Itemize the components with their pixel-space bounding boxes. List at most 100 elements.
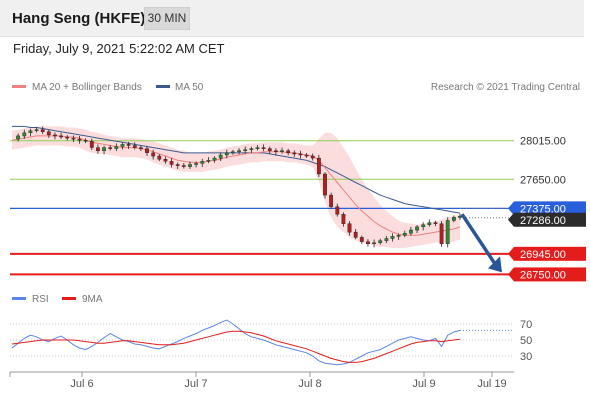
- candle-body: [34, 129, 39, 131]
- level-label-support: 26945.00: [520, 249, 566, 261]
- timeframe-button[interactable]: 30 MIN: [144, 7, 190, 30]
- candle-body: [341, 213, 346, 224]
- candle-body: [114, 146, 119, 149]
- chart-title: Hang Seng (HKFE): [12, 10, 146, 27]
- chart-datetime: Friday, July 9, 2021 5:22:02 AM CET: [13, 41, 225, 56]
- candle-body: [206, 160, 211, 162]
- rsi-legend-swatch: [12, 297, 26, 300]
- candle-body: [396, 235, 401, 237]
- ma20-legend-swatch: [12, 85, 26, 88]
- bollinger-band-fill: [12, 126, 460, 248]
- candle-body: [212, 157, 217, 161]
- rsi-line: [11, 319, 461, 366]
- candle-body: [329, 194, 333, 207]
- level-label-pointer: [508, 267, 514, 282]
- candle-body: [77, 138, 82, 141]
- level-label-last: 27286.00: [520, 215, 566, 227]
- level-label-pointer: [508, 212, 514, 227]
- candle-body: [415, 226, 419, 231]
- level-label-pivot: 27375.00: [520, 203, 566, 215]
- candle-body: [274, 150, 278, 152]
- level-label-resistance: 28015.00: [520, 136, 566, 148]
- rsi-ma-line: [11, 330, 461, 363]
- candle-body: [366, 241, 370, 244]
- candle-body: [347, 223, 352, 233]
- candle-body: [390, 236, 395, 239]
- level-label-box: [514, 212, 586, 227]
- candle-body: [126, 144, 131, 146]
- candle-body: [409, 229, 413, 234]
- candle-body: [102, 147, 107, 152]
- candle-body: [402, 232, 407, 236]
- candle-body: [200, 161, 205, 164]
- research-credit: Research © 2021 Trading Central: [431, 82, 580, 93]
- ma20-legend-label: MA 20 + Bollinger Bands: [32, 82, 142, 93]
- candle-body: [237, 150, 241, 152]
- candle-body: [108, 147, 113, 149]
- candle-body: [427, 222, 432, 225]
- candle-body: [53, 134, 57, 137]
- rsi-tick-label: 70: [520, 319, 532, 331]
- candle-body: [83, 139, 88, 142]
- level-label-box: [514, 201, 586, 216]
- time-tick-label: Jul 7: [184, 378, 207, 390]
- time-tick-label: Jul 8: [298, 378, 321, 390]
- rsi-ma-legend-label: 9MA: [82, 294, 103, 305]
- candle-body: [317, 157, 321, 175]
- candle-body: [65, 136, 70, 139]
- scenario-arrow: [460, 213, 498, 267]
- candle-body: [138, 147, 143, 149]
- candle-body: [16, 135, 20, 140]
- level-label-resistance: 27650.00: [520, 174, 566, 186]
- candle-body: [243, 149, 248, 151]
- ma50-line: [12, 125, 461, 214]
- candle-body: [433, 222, 438, 224]
- candle-body: [384, 238, 389, 241]
- candle-body: [249, 148, 254, 150]
- candle-body: [22, 132, 27, 137]
- candle-body: [280, 150, 284, 152]
- candle-body: [89, 140, 94, 148]
- rsi-tick-label: 30: [520, 351, 532, 363]
- candle-body: [95, 147, 100, 152]
- candle-body: [181, 165, 186, 167]
- candle-body: [71, 137, 76, 140]
- candle-body: [292, 152, 297, 155]
- candle-body: [261, 147, 266, 149]
- level-label-box: [514, 246, 586, 261]
- candle-body: [151, 152, 156, 157]
- level-label-pointer: [508, 201, 514, 216]
- candle-body: [224, 152, 229, 156]
- level-label-box: [514, 267, 586, 282]
- candle-body: [46, 131, 51, 136]
- rsi-legend-label: RSI: [32, 294, 49, 305]
- candle-body: [378, 240, 383, 243]
- time-tick-label: Jul 6: [70, 378, 93, 390]
- candle-body: [188, 164, 192, 167]
- candle-body: [157, 155, 162, 160]
- candle-body: [267, 148, 272, 151]
- candle-body: [335, 206, 340, 215]
- chart-header: Hang Seng (HKFE) 30 MIN: [0, 0, 584, 37]
- candle-body: [230, 151, 235, 154]
- candle-body: [218, 154, 223, 159]
- candle-body: [353, 231, 358, 238]
- ma50-legend-label: MA 50: [175, 82, 204, 93]
- scenario-arrow-head: [488, 256, 502, 273]
- candle-body: [28, 130, 33, 133]
- candle-body: [439, 223, 444, 244]
- candle-body: [421, 224, 426, 227]
- candle-body: [194, 163, 198, 165]
- rsi-tick-label: 50: [520, 335, 532, 347]
- level-label-support: 26750.00: [520, 269, 566, 281]
- time-tick-label: Jul 9: [412, 378, 435, 390]
- candle-body: [40, 129, 45, 132]
- candle-body: [175, 164, 180, 166]
- time-axis-ticks: Jul 6 Jul 7 Jul 8 Jul 9 Jul 19: [9, 372, 507, 390]
- candle-body: [120, 144, 125, 147]
- candle-body: [255, 147, 260, 149]
- time-tick-label: Jul 19: [477, 378, 506, 390]
- rsi-ma-legend-swatch: [62, 297, 76, 300]
